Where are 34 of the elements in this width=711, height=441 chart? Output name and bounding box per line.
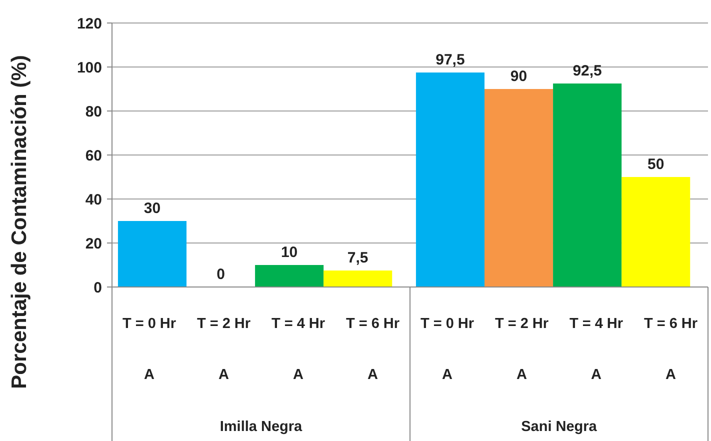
text: A	[591, 367, 602, 383]
data-label: 0	[216, 266, 225, 283]
x-tick-label: T = 0 Hr	[420, 316, 474, 332]
y-axis-title: Porcentaje de Contaminación (%)	[8, 55, 31, 389]
data-label: 30	[144, 200, 161, 217]
text: A	[144, 367, 156, 383]
x-tick-label: T = 2 Hr	[494, 316, 549, 332]
data-label: 10	[280, 244, 298, 261]
text: Sani Negra	[521, 419, 598, 435]
y-tick-label: 80	[85, 103, 102, 120]
x-tick-label: T = 6 Hr	[644, 316, 698, 332]
data-label: 7,5	[347, 250, 368, 266]
y-tick-label: 40	[85, 191, 102, 208]
x-tick-label: T = 2 Hr	[196, 316, 251, 332]
text: A	[218, 367, 230, 383]
y-tick-label: 100	[76, 59, 102, 76]
x-tick-label: T = 4 Hr	[569, 316, 624, 332]
text: A	[368, 367, 379, 383]
text: Imilla Negra	[220, 419, 304, 435]
data-label: 90	[510, 68, 528, 85]
y-tick-label: 60	[85, 147, 102, 164]
text: A	[293, 367, 304, 383]
data-label: 50	[648, 156, 664, 173]
data-label: 92,5	[572, 62, 602, 80]
text: A	[516, 367, 528, 383]
text: A	[666, 367, 677, 383]
y-tick-label: 20	[85, 235, 102, 252]
text: A	[442, 367, 454, 383]
y-tick-label: 0	[94, 279, 102, 296]
x-tick-label: T = 0 Hr	[122, 316, 176, 332]
y-tick-label: 120	[76, 15, 102, 32]
x-tick-label: T = 6 Hr	[346, 316, 400, 332]
x-tick-label: T = 4 Hr	[271, 316, 326, 332]
data-label: 97,5	[436, 52, 465, 68]
